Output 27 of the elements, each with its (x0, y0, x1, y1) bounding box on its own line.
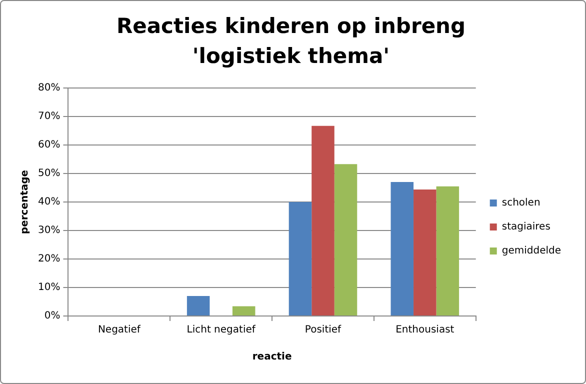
y-tick-label: 20% (38, 254, 60, 265)
bar (414, 189, 436, 316)
bar (288, 202, 312, 316)
x-tick-label: Enthousiast (396, 324, 454, 336)
y-tick-label: 50% (38, 168, 60, 180)
y-tick-label: 70% (38, 111, 60, 122)
bar (390, 182, 414, 316)
x-tick-label: Licht negatief (186, 324, 256, 336)
legend-label: scholen (502, 198, 540, 209)
y-tick-label: 60% (38, 140, 60, 151)
bar (232, 306, 256, 316)
x-tick-label: Negatief (98, 324, 141, 336)
y-tick-label: 10% (38, 282, 60, 294)
bar (312, 126, 334, 316)
bar (436, 186, 460, 316)
chart-title: Reacties kinderen op inbreng 'logistiek thema' (115, 13, 467, 70)
y-tick-label: 0% (44, 310, 60, 322)
y-tick-label: 30% (38, 225, 60, 236)
legend-label: stagiaires (502, 222, 550, 233)
legend-label: gemiddelde (502, 246, 562, 257)
x-axis-title: reactie (252, 352, 292, 363)
bar (334, 164, 358, 316)
x-tick-label: Positief (304, 324, 342, 336)
bar (186, 296, 210, 316)
y-tick-label: 80% (38, 82, 60, 94)
y-tick-label: 40% (38, 196, 60, 208)
y-axis-title: percentage (20, 170, 31, 234)
